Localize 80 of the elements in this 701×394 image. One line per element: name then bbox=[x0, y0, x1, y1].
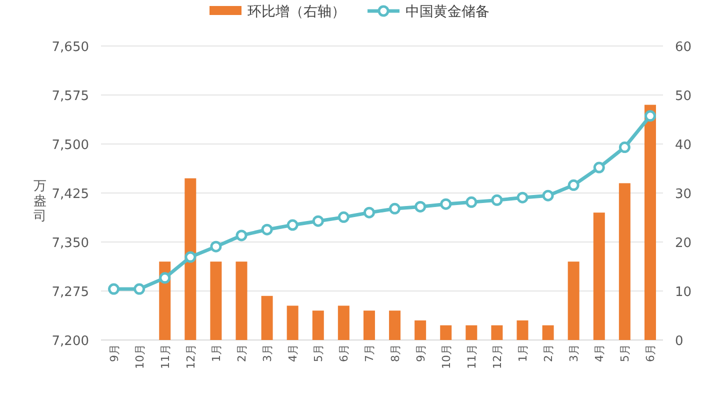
x-tick-label: 4月 bbox=[593, 344, 606, 362]
y2-tick-label: 10 bbox=[675, 285, 692, 300]
point bbox=[184, 251, 196, 263]
x-tick-label: 1月 bbox=[516, 344, 530, 362]
x-tick-label: 5月 bbox=[618, 344, 632, 362]
point bbox=[236, 230, 248, 242]
x-tick-label: 12月 bbox=[490, 344, 504, 369]
x-tick-label: 9月 bbox=[108, 344, 121, 362]
x-tick-label: 2月 bbox=[236, 344, 248, 362]
bar bbox=[338, 306, 350, 340]
point bbox=[516, 192, 528, 204]
point bbox=[466, 196, 478, 208]
point bbox=[134, 283, 146, 295]
y2-tick-label: 30 bbox=[675, 187, 692, 202]
x-tick-label: 11月 bbox=[465, 344, 478, 369]
y2-tick-label: 40 bbox=[675, 138, 692, 153]
bar bbox=[286, 306, 298, 340]
bar bbox=[466, 325, 478, 340]
bar bbox=[440, 325, 452, 340]
x-tick-label: 6月 bbox=[338, 344, 351, 362]
point bbox=[159, 272, 171, 284]
bar bbox=[618, 183, 630, 340]
bar bbox=[593, 212, 605, 340]
point bbox=[618, 142, 630, 154]
x-tick-label: 2月 bbox=[542, 344, 556, 362]
point bbox=[644, 110, 656, 122]
bar bbox=[363, 310, 375, 340]
bar bbox=[516, 320, 528, 340]
x-tick-label: 10月 bbox=[440, 344, 453, 369]
y-tick-label: 7,425 bbox=[52, 187, 89, 202]
bar bbox=[568, 262, 580, 340]
bar bbox=[644, 104, 656, 340]
x-tick-label: 3月 bbox=[261, 344, 274, 362]
x-tick-label: 8月 bbox=[388, 344, 402, 362]
bar bbox=[261, 296, 273, 340]
y-tick-label: 7,500 bbox=[52, 138, 89, 153]
bar bbox=[184, 178, 196, 340]
bar bbox=[542, 325, 554, 340]
point bbox=[210, 240, 222, 252]
y-tick-label: 7,200 bbox=[52, 334, 89, 349]
y-tick-label: 7,350 bbox=[52, 236, 89, 251]
x-tick-label: 4月 bbox=[286, 344, 300, 362]
point bbox=[389, 202, 401, 214]
y-tick-label: 7,275 bbox=[52, 285, 89, 300]
bar bbox=[210, 262, 222, 340]
y2-tick-label: 0 bbox=[675, 334, 684, 349]
x-tick-label: 5月 bbox=[312, 344, 326, 362]
point bbox=[440, 198, 452, 210]
point bbox=[414, 200, 426, 212]
y2-tick-label: 20 bbox=[675, 236, 692, 251]
bar bbox=[414, 320, 426, 340]
point bbox=[542, 190, 554, 202]
y2-tick-label: 50 bbox=[675, 89, 692, 104]
x-tick-label: 3月 bbox=[568, 344, 581, 362]
x-tick-label: 6月 bbox=[644, 344, 658, 362]
x-tick-label: 1月 bbox=[210, 344, 223, 362]
x-tick-label: 9月 bbox=[414, 344, 428, 362]
point bbox=[286, 219, 298, 231]
bar bbox=[389, 310, 401, 340]
x-tick-label: 11月 bbox=[158, 344, 172, 369]
point bbox=[491, 194, 503, 206]
point bbox=[108, 283, 120, 295]
point bbox=[363, 206, 375, 218]
legend-label: 环比增（右轴） bbox=[248, 4, 346, 20]
bar bbox=[236, 262, 248, 340]
y-tick-label: 7,575 bbox=[52, 89, 89, 104]
legend-label: 中国黄金储备 bbox=[406, 4, 490, 20]
y-tick-label: 7,650 bbox=[52, 40, 89, 55]
y2-tick-label: 60 bbox=[675, 40, 692, 55]
bar bbox=[312, 310, 324, 340]
point bbox=[593, 162, 605, 174]
x-tick-label: 7月 bbox=[363, 344, 376, 362]
point bbox=[312, 215, 324, 227]
x-tick-label: 10月 bbox=[133, 344, 146, 369]
point bbox=[338, 211, 350, 223]
x-tick-label: 12月 bbox=[184, 344, 198, 369]
point bbox=[568, 179, 580, 191]
point bbox=[261, 224, 273, 236]
bar bbox=[491, 325, 503, 340]
y-axis-title: 万盎司 bbox=[34, 179, 46, 224]
